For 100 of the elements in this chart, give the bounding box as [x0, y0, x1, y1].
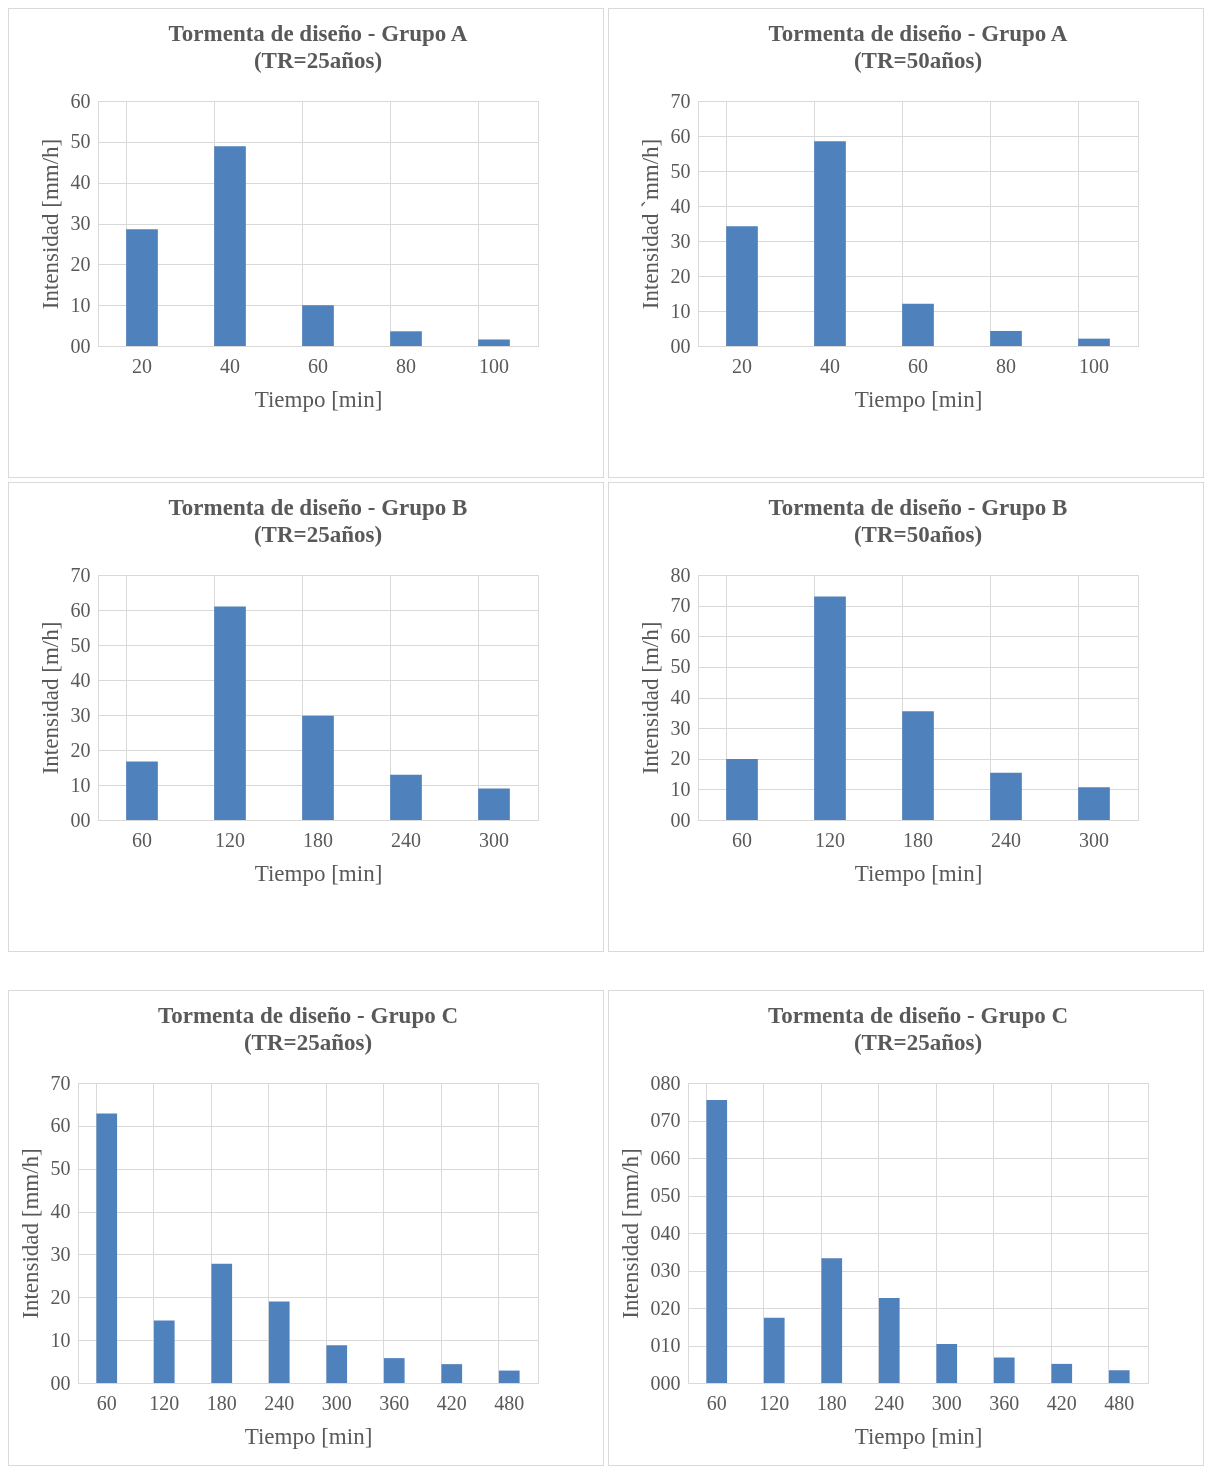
y-tick-label: 20 — [70, 738, 91, 761]
bar — [1078, 338, 1110, 346]
x-tick-label: 60 — [96, 1391, 117, 1414]
x-tick-label: 20 — [132, 354, 152, 377]
y-tick-label: 020 — [650, 1296, 681, 1319]
x-tick-label: 360 — [379, 1391, 410, 1414]
bar — [302, 715, 334, 820]
x-tick-label: 60 — [308, 354, 328, 377]
x-tick-label: 300 — [321, 1391, 352, 1414]
x-tick-label: 80 — [396, 354, 416, 377]
y-tick-label: 00 — [50, 1371, 71, 1394]
y-tick-label: 00 — [670, 334, 691, 357]
bar — [1051, 1363, 1073, 1383]
bar — [268, 1301, 290, 1383]
y-axis-title: Intensidad [m/h] — [637, 621, 663, 775]
y-tick-label: 30 — [70, 703, 91, 726]
bar — [302, 305, 334, 346]
y-tick-label: 50 — [70, 633, 91, 656]
chart-subtitle: (TR=25años) — [853, 1030, 983, 1055]
bar — [214, 146, 246, 346]
bar — [153, 1320, 175, 1383]
x-tick-label: 240 — [264, 1391, 295, 1414]
y-tick-label: 80 — [670, 563, 691, 586]
y-tick-label: 70 — [670, 89, 691, 112]
bar — [706, 1099, 728, 1383]
x-tick-label: 480 — [494, 1391, 525, 1414]
x-tick-label: 180 — [903, 828, 933, 851]
x-tick-label: 60 — [732, 828, 752, 851]
bar — [441, 1364, 463, 1383]
y-tick-label: 040 — [650, 1221, 681, 1244]
bar — [990, 330, 1022, 346]
y-tick-label: 40 — [670, 686, 691, 708]
x-tick-label: 300 — [479, 828, 509, 851]
y-tick-label: 60 — [670, 624, 691, 647]
bar — [993, 1357, 1015, 1383]
x-tick-label: 60 — [706, 1391, 727, 1414]
y-tick-label: 60 — [70, 89, 91, 112]
y-tick-label: 10 — [50, 1328, 71, 1351]
x-tick-label: 40 — [220, 354, 240, 377]
y-axis-title: Intensidad `mm/h] — [637, 138, 663, 310]
x-tick-label: 100 — [1079, 354, 1109, 377]
x-tick-label: 120 — [759, 1391, 790, 1414]
y-tick-label: 30 — [70, 212, 91, 234]
y-axis-title: Intensidad [mm/h] — [37, 138, 63, 310]
bar — [126, 229, 158, 346]
y-axis-title: Intensidad [mm/h] — [17, 1148, 43, 1319]
chart-subtitle: (TR=25años) — [243, 1030, 373, 1055]
y-tick-label: 30 — [670, 716, 691, 739]
bar — [878, 1297, 900, 1383]
bar — [326, 1345, 348, 1383]
x-tick-label: 300 — [931, 1391, 962, 1414]
y-tick-label: 20 — [50, 1285, 71, 1308]
bar — [1108, 1370, 1130, 1383]
y-tick-label: 10 — [670, 777, 691, 800]
bar — [383, 1358, 405, 1383]
x-tick-label: 480 — [1104, 1391, 1135, 1414]
bar — [821, 1258, 843, 1383]
y-tick-label: 20 — [70, 252, 91, 275]
x-tick-label: 240 — [391, 828, 421, 851]
y-tick-label: 70 — [70, 563, 91, 586]
y-tick-label: 050 — [650, 1184, 681, 1206]
y-axis-title: Intensidad [mm/h] — [617, 1148, 643, 1319]
x-tick-label: 40 — [820, 354, 840, 377]
bar — [390, 331, 422, 346]
y-tick-label: 00 — [670, 808, 691, 831]
y-tick-label: 20 — [670, 264, 691, 287]
y-tick-label: 40 — [50, 1200, 71, 1223]
bar — [126, 761, 158, 820]
x-tick-label: 420 — [436, 1391, 467, 1414]
y-tick-label: 60 — [50, 1114, 71, 1137]
y-tick-label: 50 — [670, 655, 691, 678]
y-tick-label: 70 — [50, 1071, 71, 1094]
y-tick-label: 000 — [650, 1371, 681, 1394]
y-tick-label: 30 — [50, 1242, 71, 1265]
x-tick-label: 20 — [732, 354, 752, 377]
chart-title: Tormenta de diseño - Grupo A — [168, 21, 468, 46]
bar — [478, 788, 510, 820]
bar — [1078, 787, 1110, 820]
x-tick-label: 60 — [908, 354, 928, 377]
chart-title: Tormenta de diseño - Grupo C — [157, 1003, 459, 1028]
y-tick-label: 080 — [650, 1071, 681, 1094]
y-tick-label: 00 — [70, 808, 91, 831]
y-tick-label: 10 — [70, 773, 91, 796]
x-tick-label: 180 — [303, 828, 333, 851]
x-axis-title: Tiempo [min] — [854, 1423, 983, 1449]
bar — [726, 226, 758, 346]
y-tick-label: 40 — [70, 171, 91, 194]
y-tick-label: 070 — [650, 1109, 681, 1131]
x-tick-label: 60 — [132, 828, 152, 851]
y-tick-label: 40 — [670, 194, 691, 217]
y-tick-label: 10 — [670, 299, 691, 322]
y-tick-label: 20 — [670, 747, 691, 770]
chart-subtitle: (TR=25años) — [253, 522, 383, 547]
x-tick-label: 300 — [1079, 828, 1109, 851]
y-tick-label: 50 — [70, 130, 91, 153]
x-tick-label: 80 — [996, 354, 1016, 377]
y-tick-label: 50 — [50, 1157, 71, 1180]
bar — [936, 1344, 958, 1383]
bar — [814, 596, 846, 820]
y-tick-label: 00 — [70, 334, 91, 357]
